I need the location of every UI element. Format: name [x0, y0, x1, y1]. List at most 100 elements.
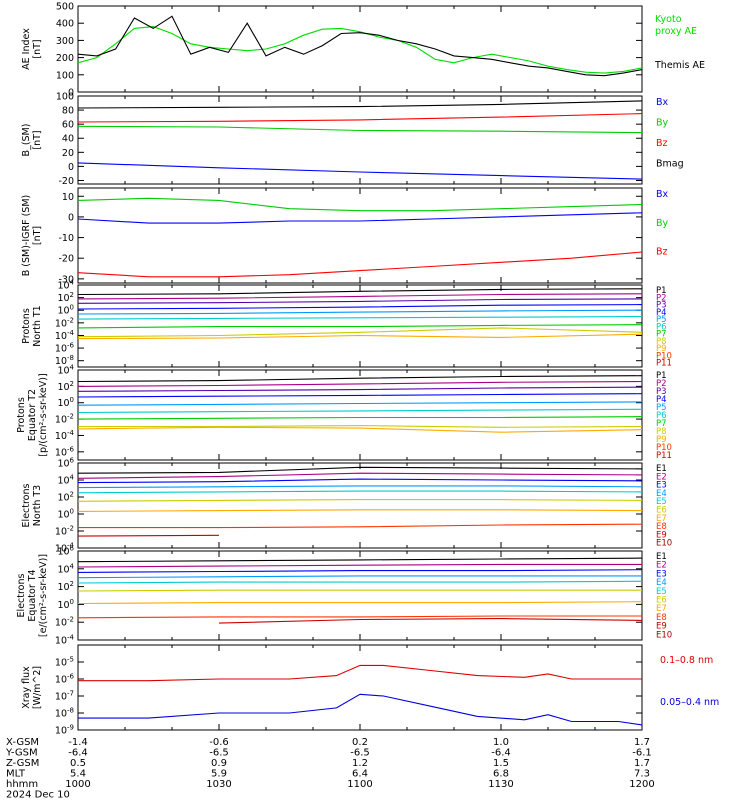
legend-entry: P3 — [656, 301, 667, 311]
orbit-row-value: 5.4 — [70, 769, 86, 780]
legend-entry: P5 — [656, 403, 667, 413]
panel-5: 104 102 100 10-2 10-4 10-6 ProtonsEquator T2[p… — [16, 364, 672, 462]
legend-entry: P6 — [656, 411, 667, 421]
y-tick-label: 104 — [57, 279, 74, 292]
legend-entry: P7 — [656, 419, 667, 429]
legend-entry: P10 — [656, 443, 672, 453]
y-tick-label: -30 — [58, 274, 74, 285]
panel-frame — [77, 5, 643, 93]
plot-date: 2024 Dec 10 — [6, 790, 70, 800]
series-line-e6 — [77, 499, 643, 502]
series-line-p8 — [78, 425, 643, 428]
series-line-by — [77, 197, 643, 212]
series-line-e8 — [78, 523, 643, 529]
legend-entry: P5 — [656, 315, 667, 325]
orbit-row-value: -6.5 — [209, 748, 229, 759]
series-line-e3 — [77, 569, 643, 573]
panel-frame — [77, 95, 643, 185]
legend-entry: 0.1–0.8 nm — [660, 655, 713, 666]
legend-entry: P11 — [656, 359, 672, 369]
series-line-bz — [77, 251, 643, 278]
legend-entry: Kyoto — [655, 14, 682, 25]
panel-7: 106 104 102 100 10-2 10-4 ElectronsEquator T4[… — [16, 545, 672, 647]
orbit-row-value: -6.4 — [68, 748, 88, 759]
legend-entry: P10 — [656, 352, 672, 362]
legend-entry: E10 — [656, 630, 672, 640]
y-tick-label: 102 — [57, 491, 74, 504]
y-tick-label: 104 — [57, 364, 74, 377]
legend-entry: E3 — [656, 481, 667, 491]
y-tick-label: 100 — [57, 396, 74, 409]
orbit-row-label: Z-GSM — [6, 758, 39, 769]
legend-entry: E8 — [656, 613, 667, 623]
series-line-bmag — [77, 100, 643, 109]
y-tick-label: 10-2 — [55, 525, 74, 538]
y-tick-label: 10-6 — [55, 445, 75, 458]
legend-entry: E5 — [656, 587, 667, 597]
series-line-p4 — [77, 304, 643, 310]
series-line-p1 — [77, 375, 643, 383]
legend-entry: E2 — [656, 561, 667, 571]
legend-entry: P4 — [656, 308, 667, 318]
y-tick-label: 102 — [57, 580, 74, 593]
y-tick-label: 100 — [57, 598, 74, 611]
series-line-p5 — [77, 309, 643, 315]
legend-entry: E8 — [656, 522, 667, 532]
series-line-0-05-0-4-nm — [78, 693, 643, 726]
legend-entry: Bz — [656, 138, 668, 149]
series-line-e5 — [77, 490, 643, 494]
y-tick-label: 10-6 — [55, 673, 75, 686]
y-tick-label: 106 — [57, 545, 74, 558]
y-tick-label: -10 — [58, 233, 74, 244]
legend-entry: P9 — [656, 344, 667, 354]
orbit-table: X-GSM -1.4 -0.6 0.2 1.0 1.7 Y-GSM -6.4 -6.5 -6.5 -… — [5, 737, 655, 800]
series-line-themis-ae — [77, 15, 643, 77]
y-tick-label: 10-8 — [55, 707, 74, 720]
orbit-row-value: 1030 — [206, 779, 231, 790]
orbit-row-value: 1.2 — [352, 758, 368, 769]
legend-entry: P1 — [656, 371, 667, 381]
legend-entry: P8 — [656, 427, 667, 437]
legend-entry: E1 — [656, 552, 667, 562]
y-tick-label: 10-4 — [55, 429, 75, 442]
legend: Bx By Bz — [656, 189, 669, 258]
series-line-e2 — [77, 563, 642, 568]
y-tick-label: 0 — [68, 162, 74, 173]
y-tick-label: 10-2 — [55, 413, 74, 426]
y-tick-label: 10-2 — [55, 316, 74, 329]
y-tick-label: 10-9 — [55, 724, 74, 737]
series-line-p3 — [77, 386, 643, 392]
legend-entry: 0.05–0.4 nm — [660, 697, 719, 708]
orbit-row-value: 1.7 — [634, 758, 650, 769]
y-tick-label: 60 — [62, 120, 74, 131]
orbit-row-value: 1200 — [629, 779, 654, 790]
series-line-e2 — [77, 472, 643, 479]
series-line-p5 — [77, 401, 643, 406]
orbit-row-value: 0.5 — [70, 758, 86, 769]
y-tick-label: 10 — [62, 192, 74, 203]
series-line-p3 — [77, 298, 643, 304]
series-line-p9 — [77, 333, 643, 340]
legend-entry: E6 — [656, 596, 667, 606]
legend-entry: E1 — [656, 464, 667, 474]
orbit-row-value: 0.2 — [352, 737, 368, 748]
orbit-row-value: 1.0 — [493, 737, 509, 748]
y-tick-label: 106 — [57, 457, 74, 470]
legend-entry: P3 — [656, 387, 667, 397]
series-line-by — [77, 125, 643, 134]
legend: Bx By Bz Bmag — [656, 97, 684, 169]
y-axis-label: ElectronsNorth T3 — [21, 483, 43, 527]
y-tick-label: 10-6 — [55, 342, 75, 355]
panel-3: -30 -20 -10 0 10 B (SM)-IGRF (SM)[nT] Bx By Bz — [21, 187, 669, 285]
orbit-row-value: -6.5 — [350, 748, 370, 759]
series-line-kyoto-proxy-ae — [77, 26, 643, 74]
y-tick-label: -20 — [58, 254, 74, 265]
y-tick-label: 104 — [57, 474, 74, 487]
series-line-p1 — [77, 288, 643, 296]
orbit-row-value: -1.4 — [68, 737, 88, 748]
series-line-p8 — [77, 327, 643, 338]
y-axis-label: AE Index[nT] — [21, 28, 43, 70]
